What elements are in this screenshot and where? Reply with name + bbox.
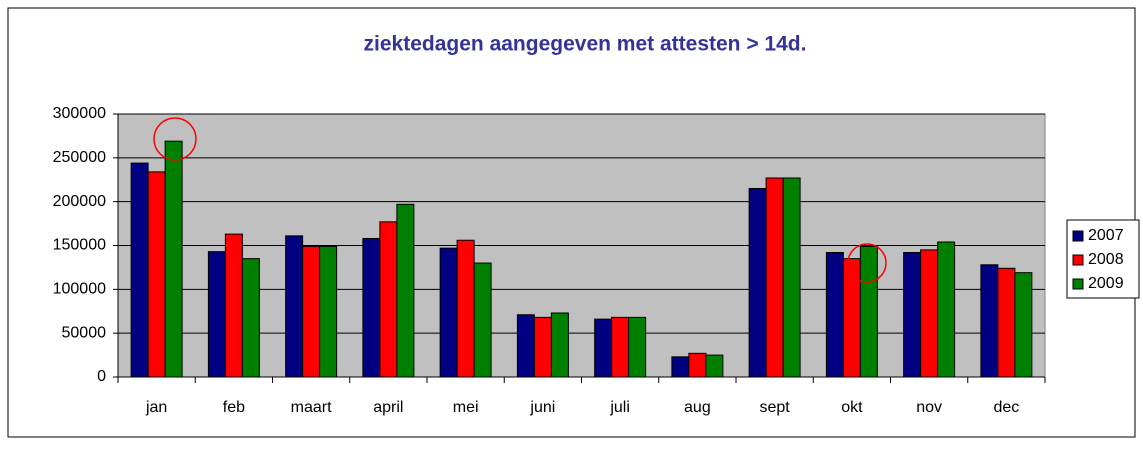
x-tick-label: sept: [760, 399, 791, 416]
bar: [130, 162, 149, 378]
x-tick-label: juni: [529, 399, 555, 416]
bar: [594, 318, 613, 378]
highlight-circle: [153, 117, 197, 161]
bar: [224, 233, 243, 378]
bar: [207, 251, 226, 378]
x-tick-label: nov: [916, 399, 942, 416]
bar: [937, 241, 956, 378]
bar: [628, 316, 647, 378]
bar: [980, 264, 999, 378]
x-tick-label: feb: [223, 399, 245, 416]
bar: [748, 188, 767, 378]
x-tick-label: juli: [609, 399, 630, 416]
bar: [688, 352, 707, 378]
bar: [705, 354, 724, 378]
legend-swatch: [1072, 278, 1084, 290]
y-tick-label: 200000: [53, 193, 106, 210]
bar: [920, 249, 939, 378]
bar: [825, 252, 844, 378]
bar: [241, 258, 260, 378]
bar: [903, 252, 922, 378]
legend-swatch: [1072, 254, 1084, 266]
bar: [611, 316, 630, 378]
y-tick-label: 150000: [53, 237, 106, 254]
y-tick-label: 250000: [53, 149, 106, 166]
bar: [379, 221, 398, 378]
x-tick-label: okt: [841, 399, 863, 416]
bar: [533, 316, 552, 378]
legend-label: 2007: [1088, 227, 1124, 244]
bar: [782, 177, 801, 378]
x-tick-label: aug: [684, 399, 711, 416]
bar: [859, 245, 878, 378]
bar: [439, 247, 458, 378]
y-tick-label: 50000: [62, 324, 107, 341]
bar: [550, 312, 569, 378]
x-tick-label: mei: [453, 399, 479, 416]
bar: [473, 262, 492, 378]
legend-swatch: [1072, 230, 1084, 242]
bar: [302, 245, 321, 378]
x-tick-label: dec: [993, 399, 1019, 416]
y-tick-label: 300000: [53, 105, 106, 122]
bar: [285, 235, 304, 378]
y-tick-label: 0: [97, 368, 106, 385]
y-tick-label: 100000: [53, 281, 106, 298]
x-tick-label: jan: [145, 399, 167, 416]
bar: [842, 258, 861, 378]
legend-label: 2008: [1088, 251, 1124, 268]
bar: [1014, 272, 1033, 378]
legend-label: 2009: [1088, 275, 1124, 292]
chart-title: ziektedagen aangegeven met attesten > 14…: [364, 33, 807, 56]
bar: [516, 314, 535, 378]
bar: [765, 177, 784, 378]
x-tick-label: maart: [291, 399, 332, 416]
bar: [362, 237, 381, 378]
bar: [319, 245, 338, 378]
bar: [396, 203, 415, 378]
bar: [164, 140, 183, 378]
bar: [147, 171, 166, 378]
bar: [456, 239, 475, 378]
bar: [997, 267, 1016, 378]
x-tick-label: april: [373, 399, 403, 416]
bar: [671, 356, 690, 378]
highlight-circle: [847, 243, 887, 283]
